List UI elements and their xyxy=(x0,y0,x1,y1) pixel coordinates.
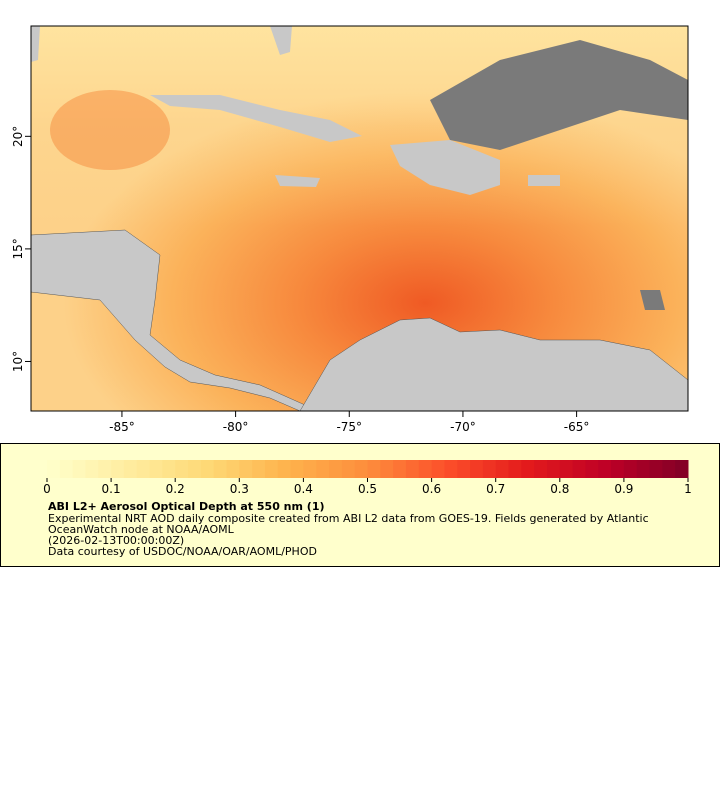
colorbar-tick-label: 0.7 xyxy=(486,482,505,496)
colorbar-segment xyxy=(559,460,574,478)
colorbar-segment xyxy=(495,460,510,478)
colorbar-tick-label: 0.5 xyxy=(358,482,377,496)
x-tick-label: -80° xyxy=(223,420,249,434)
colorbar-segment xyxy=(277,460,292,478)
legend-line: (2026-02-13T00:00:00Z) xyxy=(48,534,184,547)
colorbar-tick-label: 0.4 xyxy=(294,482,313,496)
colorbar-segment xyxy=(316,460,330,478)
colorbar-segment xyxy=(431,460,445,478)
colorbar-segment xyxy=(85,460,99,478)
colorbar-segment xyxy=(72,460,86,478)
colorbar-segment xyxy=(534,460,548,478)
colorbar-segment xyxy=(354,460,368,478)
colorbar-segment xyxy=(444,460,458,478)
colorbar-segment xyxy=(47,460,61,478)
colorbar-tick-label: 0.9 xyxy=(614,482,633,496)
colorbar-segment xyxy=(623,460,638,478)
colorbar-segment xyxy=(662,460,676,478)
colorbar-tick-label: 1 xyxy=(684,482,692,496)
colorbar-segment xyxy=(470,460,484,478)
colorbar-segment xyxy=(675,460,689,478)
legend-line: OceanWatch node at NOAA/AOML xyxy=(48,523,235,536)
colorbar-segment xyxy=(175,460,189,478)
colorbar-segment xyxy=(636,460,651,478)
colorbar-segment xyxy=(252,460,266,478)
colorbar-segment xyxy=(329,460,343,478)
legend-line: Experimental NRT AOD daily composite cre… xyxy=(48,512,649,525)
colorbar-tick-label: 0.8 xyxy=(550,482,569,496)
colorbar-tick-label: 0.1 xyxy=(102,482,121,496)
y-tick-label: 15° xyxy=(11,238,25,259)
colorbar-segment xyxy=(264,460,279,478)
map-image xyxy=(31,26,688,411)
colorbar-segment xyxy=(213,460,227,478)
x-tick-label: -70° xyxy=(450,420,476,434)
colorbar-segment xyxy=(572,460,586,478)
colorbar-segment xyxy=(405,460,420,478)
colorbar-segment xyxy=(380,460,394,478)
colorbar-segment xyxy=(149,460,163,478)
legend-line: Data courtesy of USDOC/NOAA/OAR/AOML/PHO… xyxy=(48,545,317,558)
colorbar-segment xyxy=(303,460,317,478)
colorbar-segment xyxy=(341,460,356,478)
colorbar-segment xyxy=(200,460,215,478)
colorbar-tick-label: 0.2 xyxy=(166,482,185,496)
colorbar-segment xyxy=(239,460,253,478)
colorbar-segment xyxy=(649,460,663,478)
colorbar-segment xyxy=(418,460,433,478)
colorbar-segment xyxy=(546,460,561,478)
legend-title: ABI L2+ Aerosol Optical Depth at 550 nm … xyxy=(48,500,325,513)
colorbar-segment xyxy=(136,460,151,478)
colorbar-segment xyxy=(611,460,625,478)
colorbar-segment xyxy=(59,460,74,478)
colorbar-segment xyxy=(226,460,240,478)
colorbar-segment xyxy=(508,460,522,478)
colorbar-tick-label: 0.3 xyxy=(230,482,249,496)
colorbar-segment xyxy=(98,460,112,478)
x-tick-label: -85° xyxy=(109,420,135,434)
colorbar-segment xyxy=(290,460,304,478)
colorbar-segment xyxy=(457,460,471,478)
colorbar-segment xyxy=(111,460,125,478)
colorbar-segment xyxy=(521,460,535,478)
colorbar-segment xyxy=(585,460,599,478)
colorbar-tick-label: 0 xyxy=(43,482,51,496)
colorbar-segment xyxy=(598,460,612,478)
colorbar-segment xyxy=(482,460,497,478)
colorbar-segment xyxy=(393,460,407,478)
colorbar-segment xyxy=(162,460,176,478)
colorbar-segment xyxy=(367,460,381,478)
x-tick-label: -65° xyxy=(564,420,590,434)
x-tick-label: -75° xyxy=(336,420,362,434)
colorbar-segment xyxy=(188,460,202,478)
y-tick-label: 10° xyxy=(11,351,25,372)
colorbar-tick-label: 0.6 xyxy=(422,482,441,496)
map-frame xyxy=(30,25,689,412)
colorbar-segment xyxy=(123,460,138,478)
y-tick-label: 20° xyxy=(11,126,25,147)
